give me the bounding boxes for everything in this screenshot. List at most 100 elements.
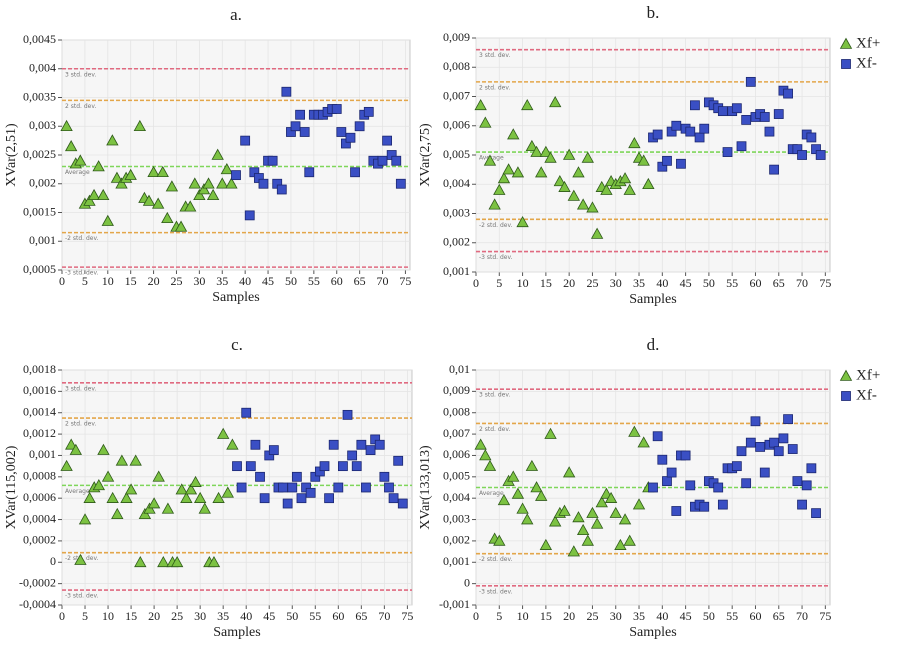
x-tick-label: 20 [563, 609, 575, 623]
square-point [299, 127, 310, 137]
x-tick-label: 65 [354, 274, 366, 288]
triangle-point [572, 166, 585, 178]
x-tick-label: 10 [102, 274, 114, 288]
square-point [354, 121, 365, 132]
triangle-point [567, 545, 580, 557]
square-point [333, 482, 344, 493]
square-point [290, 121, 301, 132]
square-point [773, 109, 784, 119]
square-point [268, 445, 279, 456]
square-point [745, 76, 756, 87]
square-point [276, 184, 287, 195]
triangle-point [115, 177, 128, 189]
square-point [755, 442, 766, 452]
y-tick-label: 0,009 [443, 383, 470, 397]
triangle-point [600, 183, 613, 195]
triangle-point [535, 166, 548, 178]
square-point [741, 115, 752, 125]
square-point [388, 493, 399, 504]
square-point [676, 158, 686, 169]
reference-label: 3 std. dev. [479, 392, 510, 399]
triangle-point [129, 454, 142, 466]
x-tick-label: 55 [309, 609, 321, 623]
y-tick-label: 0,002 [443, 533, 470, 547]
x-tick-label: 10 [102, 609, 114, 623]
square-point [236, 482, 247, 493]
square-point [694, 132, 705, 143]
square-point [736, 446, 747, 457]
reference-label: -2 std. dev. [479, 222, 513, 229]
y-tick-label: 0 [464, 575, 470, 589]
triangle-point [576, 198, 590, 210]
y-tick-label: 0,002 [29, 176, 56, 190]
x-tick-label: 0 [473, 276, 479, 290]
y-tick-label: 0,006 [443, 118, 470, 132]
y-tick-label: 0,005 [443, 469, 470, 483]
x-tick-label: 75 [819, 276, 831, 290]
triangle-point [101, 470, 115, 482]
square-point [255, 471, 265, 482]
x-tick-label: 65 [773, 276, 785, 290]
y-tick-label: 0,005 [443, 147, 470, 161]
triangle-point [642, 177, 655, 190]
square-point [287, 482, 298, 493]
triangle-point [637, 154, 650, 166]
x-tick-label: 60 [331, 274, 343, 288]
reference-label: -2 std. dev. [479, 556, 513, 563]
triangle-point [92, 160, 105, 172]
triangle-point [590, 227, 604, 239]
square-point [393, 455, 404, 466]
square-point [267, 155, 278, 166]
square-point [231, 170, 241, 181]
triangle-point [604, 491, 618, 503]
x-tick-label: 25 [586, 609, 598, 623]
reference-label: -3 std. dev. [479, 254, 513, 261]
reference-label: 2 std. dev. [65, 421, 96, 428]
triangle-point [101, 214, 114, 226]
y-tick-label: 0,0025 [23, 147, 56, 161]
triangle-point [60, 459, 73, 471]
reference-label: Average [65, 488, 90, 495]
square-point [713, 482, 724, 493]
y-tick-label: 0,001 [443, 554, 470, 568]
x-tick-label: 55 [726, 609, 738, 623]
y-tick-label: 0,004 [29, 61, 56, 75]
triangle-point [83, 491, 96, 503]
reference-label: 3 std. dev. [479, 52, 510, 59]
y-tick-label: 0,0045 [23, 32, 56, 46]
reference-label: 3 std. dev. [65, 71, 96, 78]
triangle-point [120, 491, 133, 503]
square-point [662, 476, 672, 486]
triangle-point [97, 443, 110, 455]
square-point [750, 416, 761, 427]
triangle-point [133, 119, 147, 132]
square-point [259, 493, 270, 504]
triangle-point [525, 459, 539, 471]
square-point [345, 132, 356, 143]
reference-label: 2 std. dev. [479, 426, 510, 433]
square-point [778, 433, 789, 444]
x-tick-label: 0 [473, 609, 479, 623]
square-point [699, 501, 710, 512]
square-point [365, 445, 376, 456]
y-axis-label: XVar(2,51) [4, 123, 19, 187]
y-tick-label: 0,0008 [23, 469, 56, 483]
x-tick-label: 60 [749, 609, 761, 623]
square-point [240, 135, 251, 146]
square-point [342, 409, 353, 420]
y-tick-label: 0,0004 [23, 511, 56, 525]
x-tick-label: 5 [82, 274, 88, 288]
triangle-point [74, 553, 87, 565]
x-tick-label: 40 [656, 609, 668, 623]
triangle-point [134, 555, 147, 568]
square-point [801, 480, 812, 491]
square-point [652, 431, 663, 442]
panel-title: c. [231, 335, 243, 354]
x-tick-label: 75 [401, 609, 413, 623]
triangle-point [488, 198, 501, 210]
triangle-point [106, 491, 119, 503]
square-point [764, 126, 775, 137]
triangle-point [502, 163, 515, 175]
square-point [319, 461, 330, 472]
x-tick-label: 75 [819, 609, 831, 623]
